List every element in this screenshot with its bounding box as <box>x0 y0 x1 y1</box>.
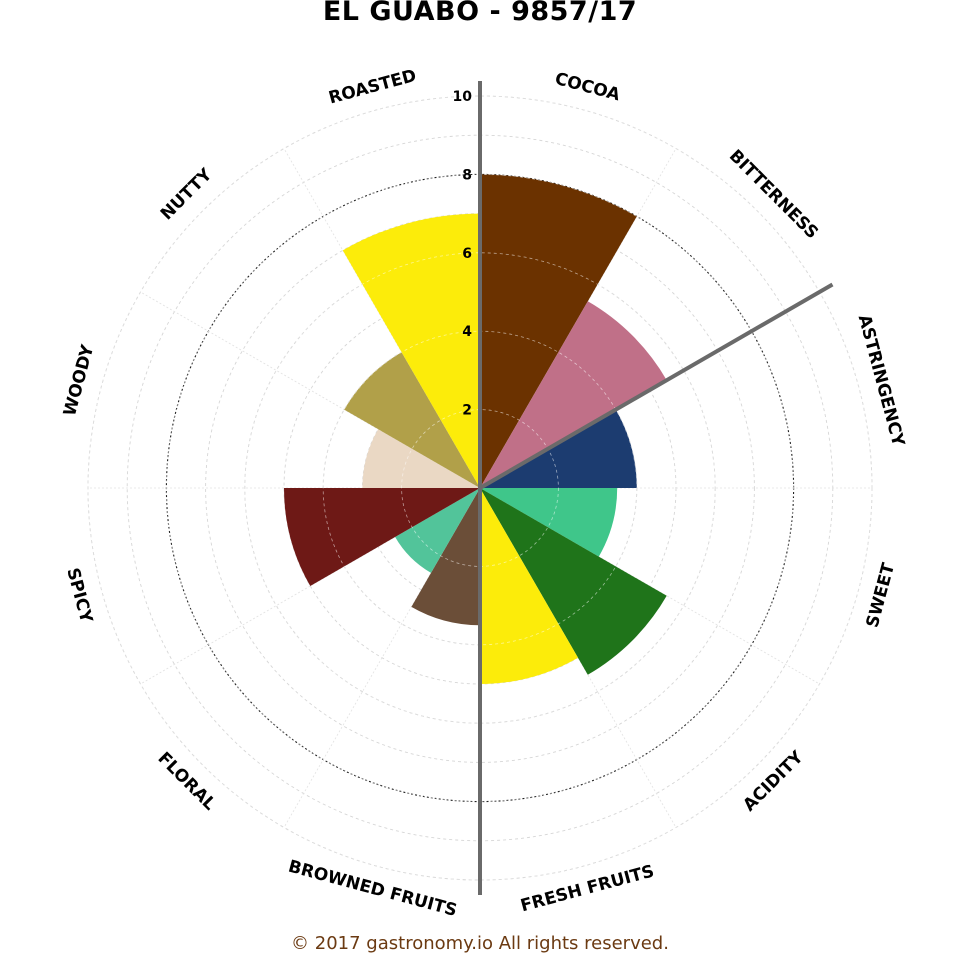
wedge-nutty <box>344 352 480 488</box>
category-label-woody: WOODY <box>60 342 98 418</box>
copyright-footer: © 2017 gastronomy.io All rights reserved… <box>291 933 669 954</box>
overlay-ring-6 <box>244 252 716 724</box>
wedge-sweet <box>480 488 618 557</box>
wedge-spicy <box>284 488 480 586</box>
wedge-roasted <box>342 213 480 488</box>
overlay-ring-10 <box>87 95 873 881</box>
category-label-floral: FLORAL <box>154 748 220 814</box>
axis-astringency <box>479 282 834 490</box>
category-label-nutty: NUTTY <box>157 164 217 224</box>
tick-label-2: 2 <box>462 403 472 419</box>
wedge-cocoa <box>480 174 637 488</box>
wedge-browned-fruits <box>411 488 480 626</box>
category-label-cocoa: COCOA <box>553 69 623 106</box>
wedge-acidity <box>480 488 667 675</box>
chart-title: EL GUABO - 9857/17 <box>322 0 638 27</box>
category-label-astringency: ASTRINGENCY <box>854 313 908 449</box>
category-label-fresh-fruits: FRESH FRUITS <box>518 861 656 916</box>
wedge-bitterness <box>480 301 667 488</box>
wedge-astringency <box>480 409 637 488</box>
wedge-layer <box>284 174 667 684</box>
category-label-roasted: ROASTED <box>327 66 419 109</box>
tick-layer: 2 4 6 8 10 <box>453 89 473 419</box>
category-label-acidity: ACIDITY <box>739 747 808 816</box>
tick-label-10: 10 <box>453 89 473 105</box>
category-label-browned-fruits: BROWNED FRUITS <box>286 857 459 921</box>
wedge-fresh-fruits <box>480 488 578 684</box>
tick-label-4: 4 <box>462 324 472 340</box>
wedge-floral <box>395 488 480 573</box>
tick-label-6: 6 <box>462 246 472 262</box>
wedge-woody <box>362 429 480 488</box>
category-label-spicy: SPICY <box>62 566 96 626</box>
tick-label-8: 8 <box>462 167 472 183</box>
axis-layer <box>478 81 834 895</box>
category-label-sweet: SWEET <box>863 561 899 630</box>
